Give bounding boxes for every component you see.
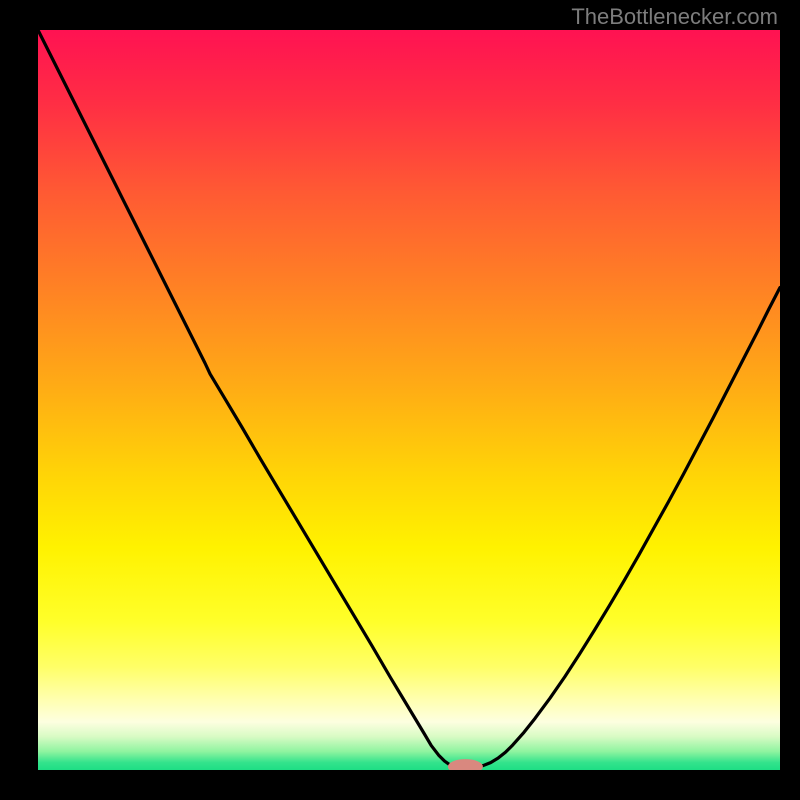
plot-svg	[38, 30, 780, 770]
optimal-marker	[448, 760, 482, 770]
chart-frame: TheBottlenecker.com	[0, 0, 800, 800]
gradient-background	[38, 30, 780, 770]
watermark-text: TheBottlenecker.com	[571, 4, 778, 30]
plot-area	[38, 30, 780, 770]
